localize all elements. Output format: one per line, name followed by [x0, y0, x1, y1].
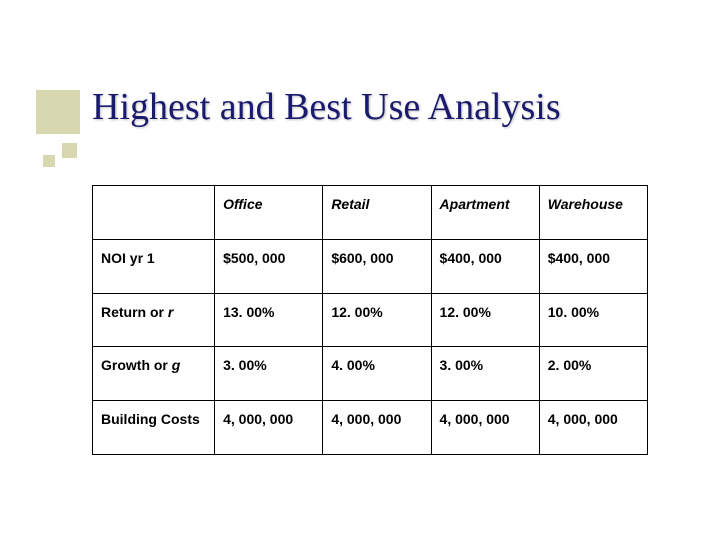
accent-box-small-1: [62, 143, 77, 158]
cell: $600, 000: [323, 239, 431, 293]
cell: 4, 000, 000: [323, 401, 431, 455]
col-header: Retail: [323, 186, 431, 240]
row-label: Growth or g: [93, 347, 215, 401]
row-label: Return or r: [93, 293, 215, 347]
page-title: Highest and Best Use Analysis: [92, 85, 561, 129]
table-row: Growth or g 3. 00% 4. 00% 3. 00% 2. 00%: [93, 347, 648, 401]
cell: 12. 00%: [323, 293, 431, 347]
row-label: NOI yr 1: [93, 239, 215, 293]
table-header-row: Office Retail Apartment Warehouse: [93, 186, 648, 240]
cell: 4, 000, 000: [215, 401, 323, 455]
table-corner-cell: [93, 186, 215, 240]
cell: $400, 000: [539, 239, 647, 293]
table-row: NOI yr 1 $500, 000 $600, 000 $400, 000 $…: [93, 239, 648, 293]
cell: 13. 00%: [215, 293, 323, 347]
cell: 12. 00%: [431, 293, 539, 347]
cell: 2. 00%: [539, 347, 647, 401]
cell: 3. 00%: [215, 347, 323, 401]
cell: 10. 00%: [539, 293, 647, 347]
col-header: Warehouse: [539, 186, 647, 240]
cell: 4, 000, 000: [539, 401, 647, 455]
col-header: Office: [215, 186, 323, 240]
accent-box-small-2: [43, 155, 55, 167]
cell: $400, 000: [431, 239, 539, 293]
table-row: Return or r 13. 00% 12. 00% 12. 00% 10. …: [93, 293, 648, 347]
col-header: Apartment: [431, 186, 539, 240]
analysis-table: Office Retail Apartment Warehouse NOI yr…: [92, 185, 648, 455]
row-label: Building Costs: [93, 401, 215, 455]
cell: $500, 000: [215, 239, 323, 293]
cell: 3. 00%: [431, 347, 539, 401]
analysis-table-container: Office Retail Apartment Warehouse NOI yr…: [92, 185, 648, 455]
table-row: Building Costs 4, 000, 000 4, 000, 000 4…: [93, 401, 648, 455]
cell: 4, 000, 000: [431, 401, 539, 455]
accent-box-large: [36, 90, 80, 134]
cell: 4. 00%: [323, 347, 431, 401]
